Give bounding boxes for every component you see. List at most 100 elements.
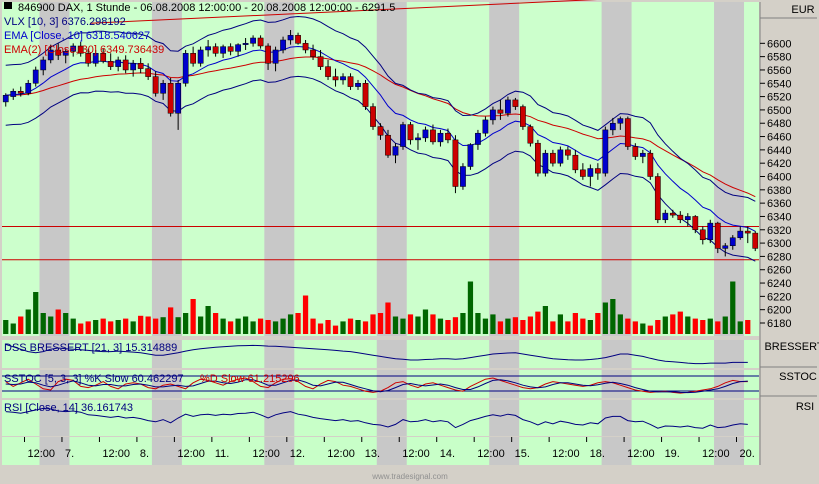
candle-body	[115, 59, 122, 67]
candle-body	[62, 51, 69, 56]
session-band	[151, 370, 182, 398]
session-band	[376, 400, 407, 436]
candle-body	[182, 53, 189, 84]
y-tick-label: 6220	[767, 291, 791, 303]
candle-body	[302, 43, 309, 51]
session-band	[39, 370, 70, 398]
symbol-line: 846900 DAX, 1 Stunde - 06.08.2008 12:00:…	[18, 2, 395, 14]
session-band	[489, 370, 520, 398]
session-band	[264, 340, 295, 368]
volume-bar	[145, 316, 151, 334]
volume-bar	[10, 323, 16, 334]
x-tick-label: 12:00	[327, 448, 355, 460]
candle-body	[205, 46, 211, 51]
chart-type-icon	[4, 2, 12, 9]
y-tick-label: 6540	[767, 78, 791, 90]
candle-body	[287, 35, 294, 41]
volume-bar	[550, 321, 556, 334]
price-scale[interactable]	[760, 2, 817, 336]
x-tick-label: 12:00	[102, 448, 130, 460]
x-tick-label: 12.	[290, 448, 305, 460]
candle-body	[175, 83, 182, 114]
candle-body	[505, 99, 511, 114]
volume-bar	[467, 281, 474, 334]
candle-body	[707, 222, 714, 241]
sstoc-panel[interactable]	[2, 370, 759, 398]
candle-body	[752, 232, 759, 249]
candles	[2, 30, 759, 257]
candle-body	[250, 37, 256, 44]
volume-bars	[3, 281, 751, 334]
volume-bar	[362, 321, 369, 334]
candle-body	[535, 142, 541, 174]
volume-bar	[48, 316, 54, 334]
candle-body	[624, 118, 631, 147]
volume-bar	[265, 320, 271, 334]
sstoc-scale-label: SSTOC	[779, 371, 817, 383]
volume-bar	[160, 317, 166, 334]
volume-bar	[385, 302, 391, 334]
volume-bar	[730, 281, 736, 334]
x-tick-label: 12:00	[552, 448, 580, 460]
price-panel[interactable]	[2, 0, 759, 336]
candle-body	[565, 149, 571, 156]
candle-body	[167, 83, 174, 114]
volume-bar	[347, 318, 354, 334]
x-tick-label: 11.	[215, 448, 229, 460]
candle-body	[385, 134, 391, 156]
candle-body	[17, 91, 24, 94]
volume-bar	[700, 320, 706, 334]
candle-body	[220, 46, 226, 54]
candle-body	[452, 139, 459, 187]
candle-body	[280, 39, 286, 51]
volume-bar	[212, 313, 219, 334]
volume-bar	[437, 318, 444, 334]
candle-body	[362, 83, 369, 107]
ema2-line-label: EMA(2) [Close, 30] 6349.736439	[4, 44, 164, 56]
volume-bar	[475, 313, 481, 334]
candle-body	[520, 106, 526, 127]
volume-bar	[227, 321, 234, 334]
candle-body	[662, 212, 669, 221]
rsi-line	[5, 407, 748, 429]
volume-bar	[565, 321, 571, 334]
session-band	[151, 2, 182, 336]
volume-bar	[93, 320, 99, 334]
candle-body	[377, 126, 384, 136]
volume-bar	[520, 320, 526, 334]
volume-bar	[482, 318, 489, 334]
candle-body	[47, 49, 54, 61]
candle-body	[145, 68, 152, 77]
x-tick-label: 14.	[440, 448, 455, 460]
candle-body	[714, 222, 721, 249]
session-band	[39, 437, 70, 465]
session-band	[714, 437, 745, 465]
x-tick-label: 12:00	[27, 448, 55, 460]
volume-bar	[625, 318, 631, 334]
x-tick-label: 19.	[665, 448, 680, 460]
vlx-upper-band	[5, 15, 756, 202]
volume-bar	[138, 315, 144, 334]
volume-bar	[242, 316, 249, 334]
volume-bar	[445, 320, 451, 334]
candle-body	[632, 146, 639, 157]
dss-panel[interactable]	[2, 340, 759, 368]
candle-body	[609, 122, 616, 131]
candle-body	[654, 176, 661, 221]
candle-body	[684, 216, 691, 221]
candle-body	[557, 149, 564, 164]
session-band	[376, 370, 407, 398]
candle-body	[639, 152, 646, 157]
sstoc-k-line	[5, 377, 748, 394]
rsi-panel[interactable]	[2, 400, 759, 436]
volume-bar	[662, 316, 668, 334]
session-band	[489, 400, 520, 436]
y-tick-label: 6360	[767, 198, 791, 210]
candle-body	[677, 214, 684, 221]
y-tick-label: 6280	[767, 251, 791, 263]
y-tick-label: 6260	[767, 265, 791, 277]
x-tick-label: 12:00	[627, 448, 655, 460]
volume-bar	[310, 318, 316, 334]
volume-bar	[205, 306, 211, 334]
